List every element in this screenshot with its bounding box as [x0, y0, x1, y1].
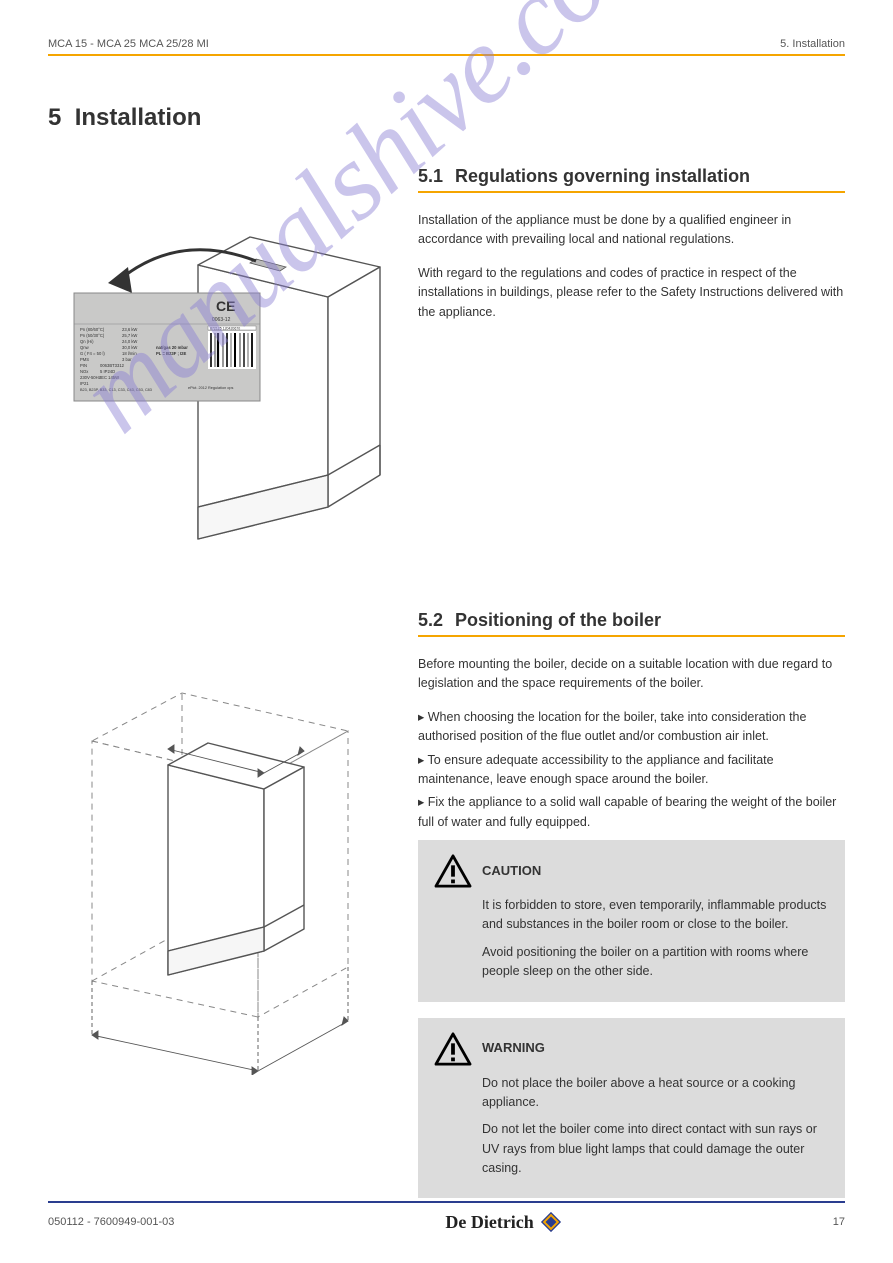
warning-line: Do not let the boiler come into direct c…: [482, 1120, 829, 1178]
svg-text:25,7 kW: 25,7 kW: [122, 333, 137, 338]
section-number: 5.2: [418, 610, 443, 631]
svg-text:G ( F4 = 50 l): G ( F4 = 50 l): [80, 351, 105, 356]
svg-text:B23, B23P, B33, C13, C33, C43,: B23, B23P, B33, C13, C33, C43, C53, C83: [80, 388, 152, 392]
caution-box: CAUTION It is forbidden to store, even t…: [418, 840, 845, 1002]
brand-icon: [540, 1211, 562, 1233]
warning-title: WARNING: [482, 1038, 545, 1058]
svg-text:Qn (Hi): Qn (Hi): [80, 339, 94, 344]
section-number: 5.1: [418, 166, 443, 187]
svg-text:Pn (50/30°C): Pn (50/30°C): [80, 333, 105, 338]
list-item: To ensure adequate accessibility to the …: [418, 751, 845, 790]
svg-text:24,0 kW: 24,0 kW: [122, 339, 137, 344]
svg-text:18 l/min: 18 l/min: [122, 351, 137, 356]
list-item: When choosing the location for the boile…: [418, 708, 845, 747]
svg-text:Qnw: Qnw: [80, 345, 90, 350]
chapter-title: 5 Installation: [48, 104, 845, 132]
section-rule: [418, 191, 845, 193]
svg-text:30,0 kW: 30,0 kW: [122, 345, 137, 350]
header-right: 5. Installation: [780, 38, 845, 50]
svg-text:CE: CE: [216, 298, 235, 314]
doc-ref: 050112 - 7600949-001-03: [48, 1216, 174, 1228]
section-title: Regulations governing installation: [455, 166, 750, 187]
svg-text:0063-12: 0063-12: [212, 317, 231, 323]
svg-text:5 IP24D: 5 IP24D: [100, 369, 115, 374]
body-text: Installation of the appliance must be do…: [418, 211, 845, 250]
header-left: MCA 15 - MCA 25 MCA 25/28 MI: [48, 38, 209, 50]
warning-icon: [434, 854, 472, 888]
page-number: 17: [833, 1216, 845, 1228]
svg-text:Pn (80/60°C): Pn (80/60°C): [80, 327, 105, 332]
svg-text:872125 120420670: 872125 120420670: [210, 327, 240, 331]
section-title: Positioning of the boiler: [455, 610, 661, 631]
svg-text:nat/gas 20 mbar: nat/gas 20 mbar: [156, 345, 188, 350]
svg-text:PIN: PIN: [80, 363, 87, 368]
svg-text:IP21: IP21: [80, 381, 89, 386]
svg-text:230V-50Hz: 230V-50Hz: [80, 375, 101, 380]
list-item: Fix the appliance to a solid wall capabl…: [418, 793, 845, 832]
section-rule: [418, 635, 845, 637]
brand-logo: De Dietrich: [445, 1211, 561, 1233]
svg-text:PL = B23F ; I2E: PL = B23F ; I2E: [156, 351, 187, 356]
svg-text:NOx: NOx: [80, 369, 89, 374]
svg-text:ePict. 2012 Regulation ops: ePict. 2012 Regulation ops: [188, 386, 233, 390]
svg-text:PMS: PMS: [80, 357, 89, 362]
svg-text:IEC 145W: IEC 145W: [100, 375, 119, 380]
svg-text:3 bar: 3 bar: [122, 357, 132, 362]
body-text: Before mounting the boiler, decide on a …: [418, 655, 845, 694]
body-text: With regard to the regulations and codes…: [418, 264, 845, 322]
warning-icon: [434, 1032, 472, 1066]
svg-text:0063BT3312: 0063BT3312: [100, 363, 125, 368]
caution-line: Avoid positioning the boiler on a partit…: [482, 943, 829, 982]
header-divider: [48, 54, 845, 56]
boiler-clearance-figure: [48, 655, 396, 1080]
caution-line: It is forbidden to store, even temporari…: [482, 896, 829, 935]
warning-box: WARNING Do not place the boiler above a …: [418, 1018, 845, 1199]
svg-text:23,6 kW: 23,6 kW: [122, 327, 137, 332]
warning-line: Do not place the boiler above a heat sou…: [482, 1074, 829, 1113]
boiler-label-figure: CE 0063-12 872125 120420670: [48, 211, 396, 576]
caution-title: CAUTION: [482, 861, 541, 881]
